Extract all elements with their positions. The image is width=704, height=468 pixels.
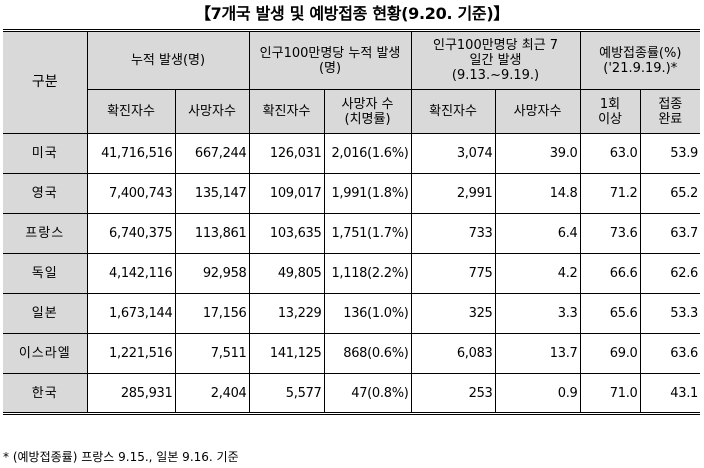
cum-deaths-cell: 135,147 [174, 173, 250, 214]
fully-cell: 53.9 [639, 133, 701, 174]
header-cum-deaths: 사망자수 [174, 89, 250, 134]
one-dose-cell: 66.6 [579, 253, 641, 294]
cum-cases-cell: 1,221,516 [86, 333, 176, 374]
cum-deaths-cell: 667,244 [174, 133, 250, 174]
fully-cell: 62.6 [639, 253, 701, 294]
cum-cases-cell: 1,673,144 [86, 293, 176, 334]
cum-deaths-cell: 17,156 [174, 293, 250, 334]
cum-deaths-cell: 92,958 [174, 253, 250, 294]
fully-cell: 63.6 [639, 333, 701, 374]
country-cell: 독일 [3, 253, 88, 294]
pm-deaths-cell: 1,118(2.2%) [323, 253, 412, 294]
one-dose-cell: 69.0 [579, 333, 641, 374]
header-pm-deaths: 사망자 수 (치명률) [323, 89, 412, 134]
fully-cell: 53.3 [639, 293, 701, 334]
pm-cases-cell: 109,017 [248, 173, 325, 214]
header-cumulative: 누적 발생(명) [86, 30, 250, 90]
r7-cases-cell: 6,083 [410, 333, 496, 374]
country-cell: 프랑스 [3, 213, 88, 254]
country-cell: 영국 [3, 173, 88, 214]
fully-cell: 43.1 [639, 373, 701, 414]
one-dose-cell: 71.0 [579, 373, 641, 414]
footnote: * (예방접종률) 프랑스 9.15., 일본 9.16. 기준 [3, 450, 239, 464]
table-row: 미국 41,716,516 667,244 126,031 2,016(1.6%… [3, 133, 701, 174]
pm-deaths-cell: 1,991(1.8%) [323, 173, 412, 214]
pm-cases-cell: 49,805 [248, 253, 325, 294]
r7-cases-cell: 733 [410, 213, 496, 254]
header-pm-cases: 확진자수 [248, 89, 325, 134]
cum-cases-cell: 41,716,516 [86, 133, 176, 174]
r7-cases-cell: 775 [410, 253, 496, 294]
r7-deaths-cell: 13.7 [494, 333, 581, 374]
r7-deaths-cell: 39.0 [494, 133, 581, 174]
pm-cases-cell: 13,229 [248, 293, 325, 334]
pm-cases-cell: 126,031 [248, 133, 325, 174]
r7-cases-cell: 3,074 [410, 133, 496, 174]
country-cell: 이스라엘 [3, 333, 88, 374]
fully-cell: 63.7 [639, 213, 701, 254]
header-cum-cases: 확진자수 [87, 89, 176, 134]
header-r7-cases: 확진자수 [410, 89, 496, 134]
r7-deaths-cell: 4.2 [494, 253, 581, 294]
pm-deaths-cell: 136(1.0%) [323, 293, 412, 334]
table-row: 일본 1,673,144 17,156 13,229 136(1.0%) 325… [3, 293, 701, 334]
table-row: 이스라엘 1,221,516 7,511 141,125 868(0.6%) 6… [3, 333, 701, 374]
table-row: 프랑스 6,740,375 113,861 103,635 1,751(1.7%… [3, 213, 701, 254]
one-dose-cell: 71.2 [579, 173, 641, 214]
r7-cases-cell: 325 [410, 293, 496, 334]
table-title: 【7개국 발생 및 예방접종 현황(9.20. 기준)】 [194, 4, 510, 23]
fully-cell: 65.2 [639, 173, 701, 214]
pm-deaths-cell: 47(0.8%) [323, 373, 412, 414]
country-cell: 일본 [3, 293, 88, 334]
header-vaccination: 예방접종률(%) ('21.9.19.)* [579, 30, 701, 90]
header-r7-deaths: 사망자수 [494, 89, 581, 134]
pm-cases-cell: 5,577 [248, 373, 325, 414]
header-per-million: 인구100만명당 누적 발생(명) [248, 30, 412, 90]
r7-deaths-cell: 6.4 [494, 213, 581, 254]
table-row: 영국 7,400,743 135,147 109,017 1,991(1.8%)… [3, 173, 701, 214]
header-recent-7days: 인구100만명당 최근 7일간 발생 (9.13.~9.19.) [410, 30, 581, 90]
cum-cases-cell: 285,931 [86, 373, 176, 414]
header-fully: 접종 완료 [639, 89, 701, 134]
pm-cases-cell: 103,635 [248, 213, 325, 254]
pm-deaths-cell: 2,016(1.6%) [323, 133, 412, 174]
one-dose-cell: 73.6 [579, 213, 641, 254]
country-cell: 미국 [3, 133, 88, 174]
one-dose-cell: 63.0 [579, 133, 641, 174]
pm-cases-cell: 141,125 [248, 333, 325, 374]
r7-deaths-cell: 0.9 [494, 373, 581, 414]
one-dose-cell: 65.6 [579, 293, 641, 334]
table-row: 독일 4,142,116 92,958 49,805 1,118(2.2%) 7… [3, 253, 701, 294]
header-one-dose: 1회 이상 [579, 89, 641, 134]
r7-deaths-cell: 3.3 [494, 293, 581, 334]
r7-deaths-cell: 14.8 [494, 173, 581, 214]
country-cell: 한국 [3, 373, 88, 414]
r7-cases-cell: 253 [410, 373, 496, 414]
header-category: 구분 [3, 30, 88, 134]
cum-cases-cell: 7,400,743 [86, 173, 176, 214]
covid-status-table: 구분 누적 발생(명) 인구100만명당 누적 발생(명) 인구100만명당 최… [3, 29, 701, 415]
r7-cases-cell: 2,991 [410, 173, 496, 214]
pm-deaths-cell: 1,751(1.7%) [323, 213, 412, 254]
cum-deaths-cell: 2,404 [174, 373, 250, 414]
cum-deaths-cell: 7,511 [174, 333, 250, 374]
table-row: 한국 285,931 2,404 5,577 47(0.8%) 253 0.9 … [3, 373, 701, 414]
cum-cases-cell: 6,740,375 [86, 213, 176, 254]
cum-cases-cell: 4,142,116 [86, 253, 176, 294]
cum-deaths-cell: 113,861 [174, 213, 250, 254]
pm-deaths-cell: 868(0.6%) [323, 333, 412, 374]
